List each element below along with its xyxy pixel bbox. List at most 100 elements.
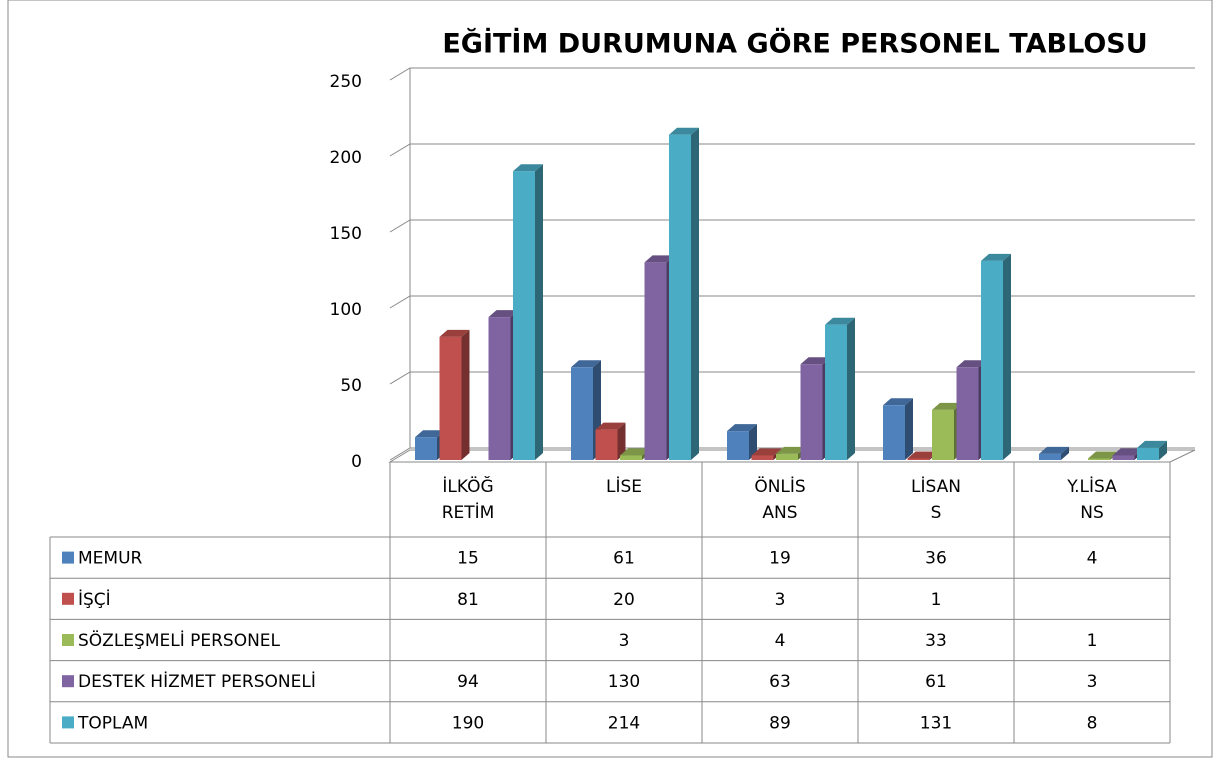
bar-side bbox=[847, 317, 855, 460]
y-tick-label: 0 bbox=[351, 452, 362, 472]
bar-front bbox=[981, 260, 1003, 460]
x-tick-label: Y.LİSA NS bbox=[1067, 477, 1117, 523]
table-value: 1 bbox=[1087, 631, 1098, 651]
y-tick-label: 200 bbox=[330, 148, 362, 168]
bar-top bbox=[932, 402, 962, 410]
y-tick-label: 150 bbox=[330, 224, 362, 244]
bar-top bbox=[1137, 440, 1167, 448]
legend-label: İŞÇİ bbox=[78, 589, 111, 610]
bar-front bbox=[1088, 458, 1110, 460]
bar-top bbox=[800, 357, 831, 365]
bar bbox=[513, 164, 543, 460]
category-cell: ÖNLİS ANS bbox=[754, 477, 806, 523]
grid-line bbox=[389, 295, 1195, 309]
legend-swatch bbox=[62, 551, 74, 564]
bar-side bbox=[1061, 446, 1069, 460]
bar-side bbox=[905, 398, 913, 460]
table-value: 63 bbox=[769, 672, 791, 692]
bar-front bbox=[439, 336, 462, 460]
table-value: 4 bbox=[775, 631, 786, 651]
bar-side bbox=[617, 422, 626, 460]
category-cell: LİSE bbox=[606, 477, 642, 497]
legend-label: DESTEK HİZMET PERSONELİ bbox=[78, 671, 316, 692]
bar-top bbox=[488, 310, 519, 318]
bar bbox=[595, 422, 626, 460]
table-value: 81 bbox=[457, 590, 479, 610]
bar-top bbox=[620, 448, 650, 456]
bar-side bbox=[535, 164, 543, 460]
table-value: 3 bbox=[1087, 672, 1098, 692]
bar-top bbox=[1088, 451, 1118, 459]
bar-front bbox=[644, 262, 667, 460]
bar-top bbox=[669, 127, 699, 135]
bar bbox=[669, 127, 699, 460]
bar-front bbox=[669, 134, 691, 460]
bar-side bbox=[749, 424, 757, 460]
table-value: 15 bbox=[457, 549, 479, 569]
y-tick-label: 50 bbox=[340, 376, 362, 396]
bar-front bbox=[776, 453, 798, 460]
bar-front bbox=[620, 455, 642, 460]
grid-line bbox=[389, 143, 1195, 157]
bar bbox=[1137, 440, 1167, 460]
bar-top bbox=[1112, 448, 1143, 456]
bar-side bbox=[691, 127, 699, 460]
legend-label: TOPLAM bbox=[77, 713, 148, 733]
grid-line bbox=[389, 219, 1195, 233]
legend-swatch bbox=[62, 634, 74, 646]
table-value: 190 bbox=[452, 713, 484, 733]
bar-side bbox=[461, 329, 470, 460]
x-tick-label: LİSAN S bbox=[911, 477, 961, 523]
table-value: 61 bbox=[925, 672, 947, 692]
table-value: 19 bbox=[769, 549, 791, 569]
bar-top bbox=[956, 360, 987, 368]
category-cell: Y.LİSA NS bbox=[1067, 477, 1117, 523]
table-value: 20 bbox=[613, 590, 635, 610]
bar-top bbox=[727, 424, 757, 432]
bar-front bbox=[488, 317, 511, 460]
table-value: 3 bbox=[619, 631, 630, 651]
bar bbox=[883, 398, 913, 460]
y-tick-label: 250 bbox=[330, 72, 362, 92]
bar bbox=[439, 329, 470, 460]
category-cell: İLKÖĞ RETİM bbox=[441, 477, 495, 523]
frame bbox=[7, 0, 1213, 758]
chart-title: EĞİTİM DURUMUNA GÖRE PERSONEL TABLOSU bbox=[442, 27, 1147, 60]
table-value: 94 bbox=[457, 672, 479, 692]
bar-front bbox=[727, 431, 749, 460]
bar-top bbox=[513, 164, 543, 172]
bar-top bbox=[776, 446, 806, 454]
x-tick-label: ÖNLİS ANS bbox=[754, 477, 806, 523]
table-value: 214 bbox=[608, 713, 640, 733]
bar-top bbox=[825, 317, 855, 325]
legend-swatch bbox=[62, 592, 74, 605]
bar-front bbox=[571, 367, 593, 460]
legend-label: MEMUR bbox=[78, 549, 143, 569]
bar-top bbox=[751, 448, 782, 456]
legend-swatch bbox=[62, 675, 74, 688]
legend-label: SÖZLEŞMELİ PERSONEL bbox=[78, 629, 281, 651]
bar-top bbox=[415, 430, 445, 438]
bar-top bbox=[571, 360, 601, 368]
bar-front bbox=[883, 405, 905, 460]
bar-front bbox=[415, 437, 437, 460]
bar-front bbox=[1137, 447, 1159, 460]
bar-top bbox=[644, 255, 675, 263]
table-value: 3 bbox=[775, 590, 786, 610]
x-tick-label: İLKÖĞ RETİM bbox=[441, 477, 495, 523]
bar-front bbox=[800, 364, 823, 460]
table-value: 61 bbox=[613, 549, 635, 569]
table-value: 131 bbox=[920, 713, 952, 733]
bar-top bbox=[981, 253, 1011, 261]
table-value: 8 bbox=[1087, 713, 1098, 733]
bar-front bbox=[956, 367, 979, 460]
table-value: 130 bbox=[608, 672, 640, 692]
table-value: 4 bbox=[1087, 549, 1098, 569]
bar-top bbox=[439, 329, 470, 337]
table-value: 89 bbox=[769, 713, 791, 733]
bar bbox=[981, 253, 1011, 460]
legend-swatch bbox=[62, 716, 74, 729]
bar-front bbox=[932, 409, 954, 460]
bar-top bbox=[1039, 446, 1069, 454]
